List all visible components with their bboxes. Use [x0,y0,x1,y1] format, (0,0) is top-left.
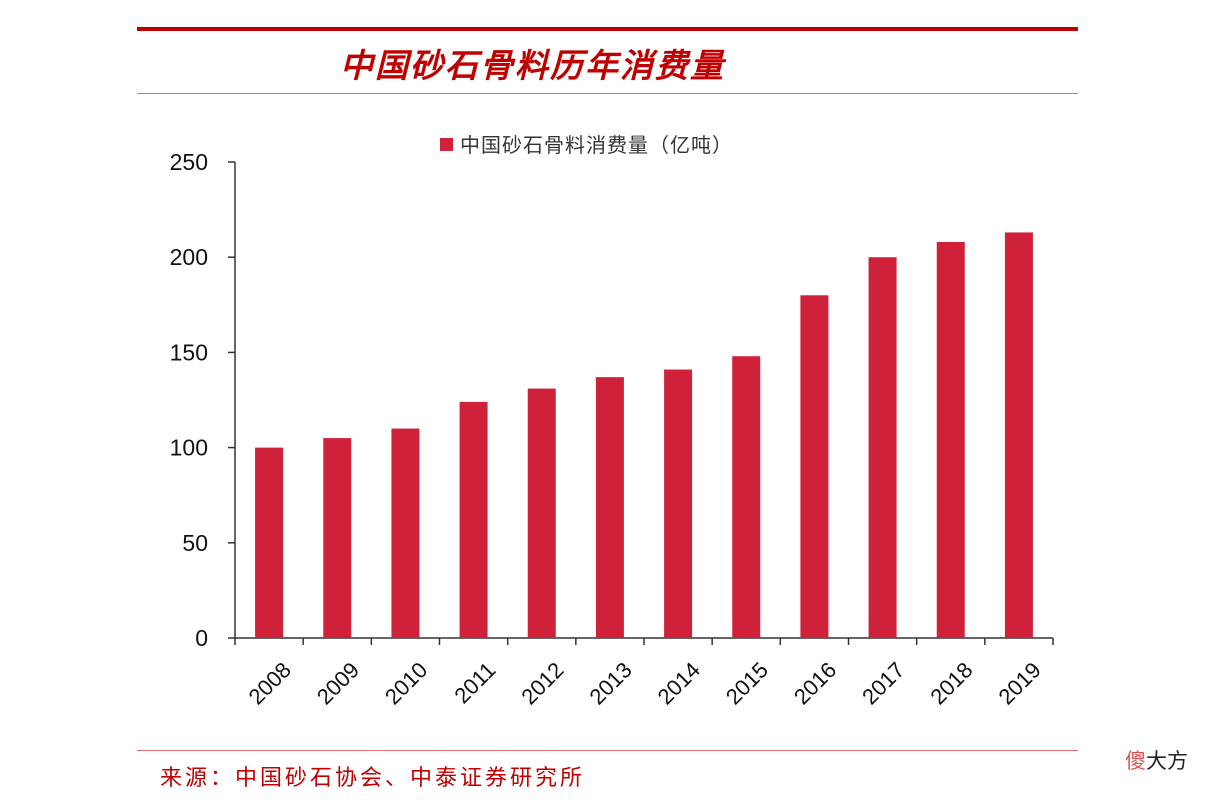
chart-title: 中国砂石骨料历年消费量 [340,46,725,85]
bottom-rule [137,750,1078,751]
x-tick-label: 2016 [789,657,841,709]
x-tick-label: 2011 [449,657,500,708]
x-tick-label: 2019 [993,657,1045,709]
bar [527,388,556,638]
bar [664,369,693,638]
bar [936,241,965,638]
bar [868,257,897,638]
bar [595,377,624,638]
bar [323,438,352,638]
x-tick-label: 2017 [857,657,909,709]
source-note: 来源：中国砂石协会、中泰证券研究所 [160,766,586,791]
watermark-text: 大方 [1146,749,1188,773]
x-tick-label: 2010 [380,657,432,709]
y-tick-label: 200 [170,244,208,270]
y-tick-label: 150 [170,339,208,365]
x-tick-label: 2014 [653,657,705,709]
title-divider [137,93,1078,94]
bar [391,428,420,638]
y-tick-label: 50 [182,530,208,556]
bar [800,295,829,638]
y-tick-label: 0 [195,625,208,651]
watermark-accent: 傻 [1125,749,1146,773]
bar [1004,232,1033,638]
x-tick-label: 2018 [925,657,977,709]
bar [255,447,284,638]
x-tick-label: 2013 [584,657,636,709]
bar [459,401,488,638]
x-tick-label: 2009 [312,657,364,709]
top-rule [137,27,1078,31]
x-tick-label: 2012 [516,657,568,709]
legend-swatch [440,138,453,151]
y-tick-label: 250 [170,149,208,175]
bar [732,356,761,638]
legend-label: 中国砂石骨料消费量（亿吨） [460,133,733,157]
watermark: 傻大方 [1125,746,1188,776]
x-tick-label: 2008 [244,657,296,709]
x-tick-label: 2015 [721,657,773,709]
y-tick-label: 100 [170,435,208,461]
